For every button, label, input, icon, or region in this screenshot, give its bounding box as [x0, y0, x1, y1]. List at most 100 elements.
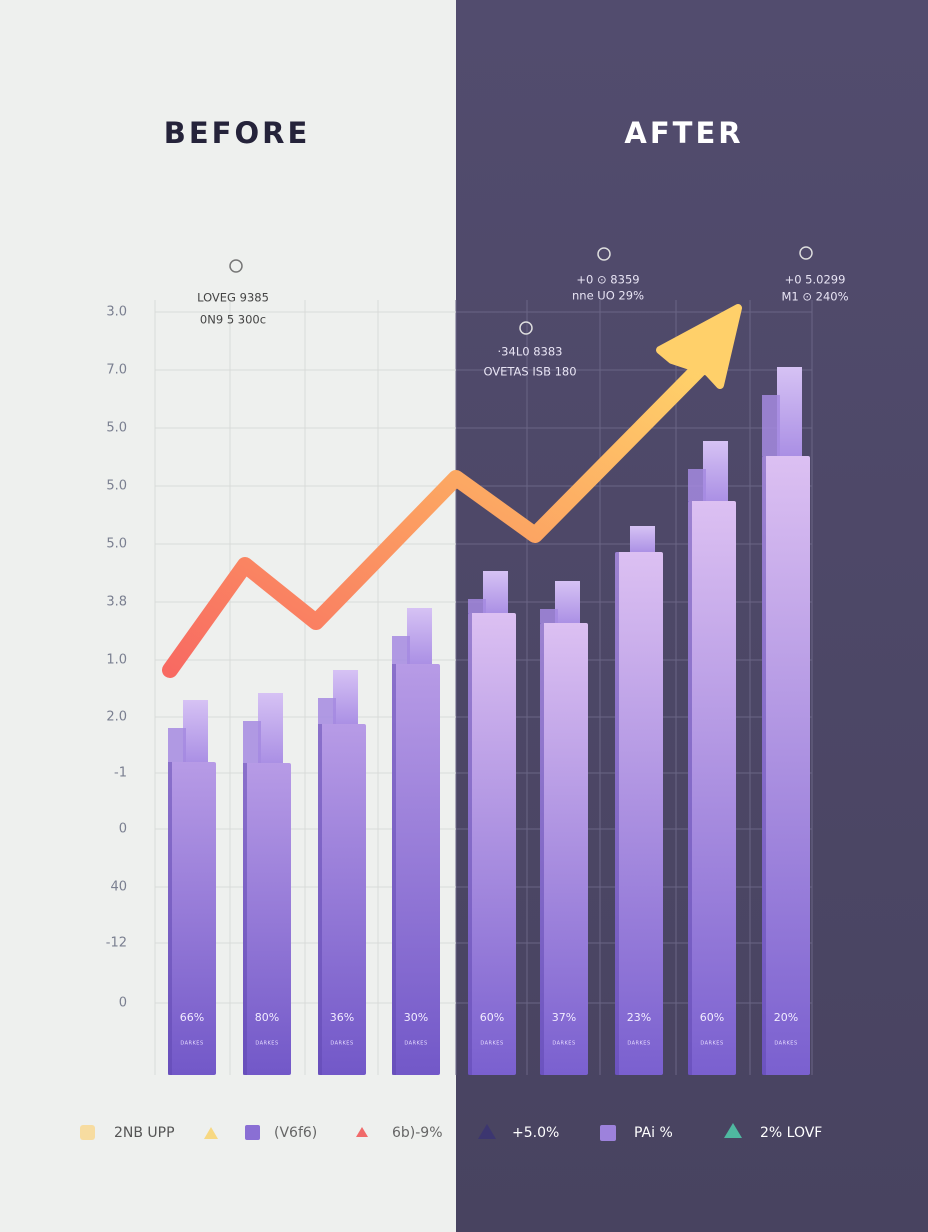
axis-label: 1.0	[106, 653, 127, 668]
bar	[468, 613, 516, 1075]
legend-marker	[724, 1123, 742, 1138]
after-title: AFTER	[624, 116, 743, 150]
bar	[688, 501, 736, 1075]
bar	[615, 552, 663, 1075]
before-panel	[0, 0, 456, 1232]
bar-edge	[615, 552, 619, 1075]
legend-marker	[478, 1124, 496, 1139]
bar	[762, 456, 810, 1075]
axis-label: 7.0	[106, 363, 127, 378]
bars	[168, 367, 810, 1075]
legend-label: 6b)-9%	[392, 1125, 443, 1141]
bar-label: 60%	[700, 1011, 724, 1024]
bar-edge	[243, 763, 247, 1075]
labels: 3.0 7.0 5.0 5.0 5.0 3.8 1.0 2.0 -1 0 40 -12 0 66% DARK…	[106, 273, 849, 1047]
trend-arrow	[162, 352, 716, 678]
bar-label: 60%	[480, 1011, 504, 1024]
bar-cap	[168, 728, 186, 764]
legend-label: 2NB UPP	[114, 1125, 175, 1141]
annotation: M1 ⊙ 240%	[781, 290, 848, 304]
bar-sublabel: DARKES	[255, 1041, 278, 1047]
bar-sublabel: DARKES	[627, 1041, 650, 1047]
bar	[318, 724, 366, 1075]
legend-label: 2% LOVF	[760, 1125, 822, 1141]
icon	[597, 247, 611, 261]
icon	[799, 246, 813, 260]
axis-label: 40	[110, 880, 127, 895]
before-title: BEFORE	[164, 116, 311, 150]
legend: 2NB UPP (V6f6) 6b)-9% +5.0% PAi % 2% LOVF	[80, 1123, 822, 1141]
legend-marker	[245, 1125, 260, 1140]
axis-label: 0	[119, 996, 127, 1011]
bar-edge	[762, 456, 766, 1075]
legend-marker	[80, 1125, 95, 1140]
bar-cap	[468, 599, 486, 615]
bar-sublabel: DARKES	[774, 1041, 797, 1047]
bar-edge	[168, 762, 172, 1075]
axis-label: 3.8	[106, 595, 127, 610]
bar-cap	[483, 571, 508, 615]
icon	[519, 321, 533, 335]
bar-edge	[392, 664, 396, 1075]
annotation: ·34L0 8383	[498, 345, 563, 359]
bar-cap	[703, 441, 728, 503]
bar-cap	[318, 698, 336, 726]
bar-edge	[468, 613, 472, 1075]
bar-label: 20%	[774, 1011, 798, 1024]
bar-cap	[688, 469, 706, 503]
bar-cap	[777, 367, 802, 458]
bar-cap	[407, 608, 432, 666]
bar-sublabel: DARKES	[330, 1041, 353, 1047]
legend-marker	[204, 1127, 218, 1139]
bar	[392, 664, 440, 1075]
legend-label: PAi %	[634, 1125, 673, 1141]
annotation: +0 ⊙ 8359	[576, 273, 639, 287]
axis-label: 5.0	[106, 421, 127, 436]
annotation: 0N9 5 300c	[200, 313, 266, 327]
legend-label: +5.0%	[512, 1125, 559, 1141]
axis-label: -1	[114, 766, 127, 781]
bar-label: 36%	[330, 1011, 354, 1024]
axis-label: 5.0	[106, 479, 127, 494]
bar-cap	[333, 670, 358, 726]
legend-marker	[600, 1125, 616, 1141]
bar	[168, 762, 216, 1075]
icon	[229, 259, 243, 273]
legend-marker	[356, 1127, 368, 1137]
bar-label: 23%	[627, 1011, 651, 1024]
annotation: OVETAS ISB 180	[483, 365, 576, 379]
bar	[540, 623, 588, 1075]
bar-cap	[243, 721, 261, 765]
annotation: nne UO 29%	[572, 289, 644, 303]
bar-cap	[630, 526, 655, 554]
legend-label: (V6f6)	[274, 1125, 317, 1141]
bar-cap	[540, 609, 558, 625]
bar	[243, 763, 291, 1075]
bar-sublabel: DARKES	[480, 1041, 503, 1047]
bar-label: 37%	[552, 1011, 576, 1024]
axis-label: 0	[119, 822, 127, 837]
annotation: LOVEG 9385	[197, 291, 269, 305]
axis-label: -12	[106, 936, 127, 951]
bar-sublabel: DARKES	[700, 1041, 723, 1047]
axis-label: 2.0	[106, 710, 127, 725]
bar-cap	[183, 700, 208, 764]
bar-label: 30%	[404, 1011, 428, 1024]
bar-sublabel: DARKES	[552, 1041, 575, 1047]
bar-label: 66%	[180, 1011, 204, 1024]
annotation: +0 5.0299	[785, 273, 846, 287]
bar-edge	[688, 501, 692, 1075]
bar-label: 80%	[255, 1011, 279, 1024]
bar-cap	[258, 693, 283, 765]
bar-edge	[540, 623, 544, 1075]
arrow-head	[656, 304, 742, 389]
bar-cap	[762, 395, 780, 458]
bar-cap	[555, 581, 580, 625]
bar-sublabel: DARKES	[180, 1041, 203, 1047]
axis-label: 5.0	[106, 537, 127, 552]
bar-cap	[392, 636, 410, 666]
axis-label: 3.0	[106, 305, 127, 320]
bar-sublabel: DARKES	[404, 1041, 427, 1047]
bar-edge	[318, 724, 322, 1075]
